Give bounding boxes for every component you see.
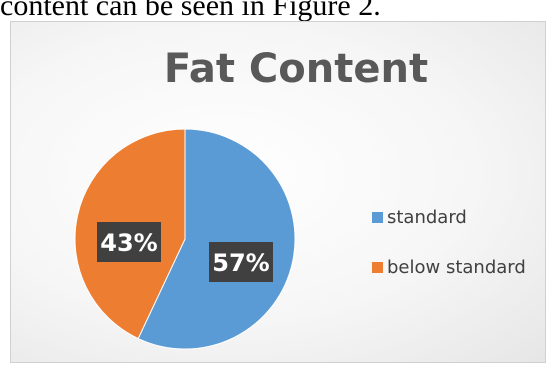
legend-swatch xyxy=(372,211,383,223)
legend-item-below-standard: below standard xyxy=(372,255,526,279)
legend-label: standard xyxy=(387,206,467,228)
svg-text:57%: 57% xyxy=(212,249,269,277)
chart-frame: Fat Content 57% 43% standard below standar… xyxy=(10,21,546,363)
data-label-standard: 57% xyxy=(209,242,273,282)
legend: standard below standard xyxy=(372,205,526,305)
legend-label: below standard xyxy=(387,256,526,278)
legend-swatch xyxy=(372,261,383,273)
pie-chart: 57% 43% xyxy=(74,128,296,350)
legend-item-standard: standard xyxy=(372,205,526,229)
data-label-below-standard: 43% xyxy=(97,222,161,262)
pie-slice-standard xyxy=(137,128,296,350)
document-text-line: content can be seen in Figure 2. xyxy=(0,0,381,22)
svg-text:43%: 43% xyxy=(100,229,157,257)
chart-title: Fat Content xyxy=(163,46,429,92)
